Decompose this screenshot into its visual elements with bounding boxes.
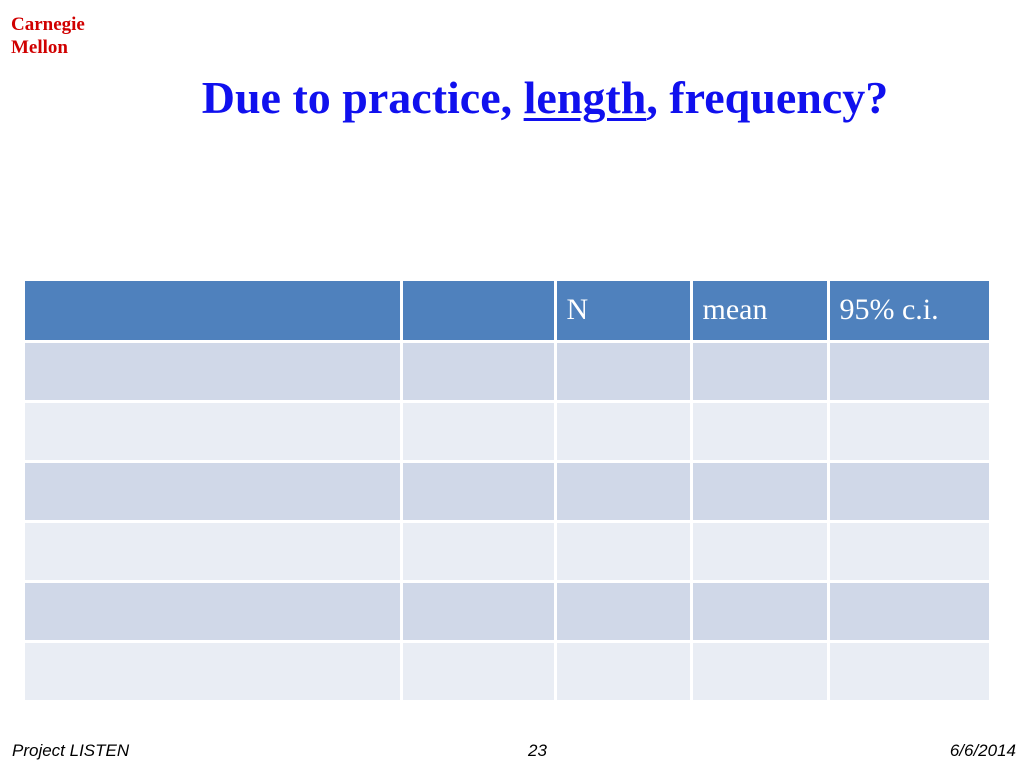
body-cell bbox=[553, 399, 693, 463]
body-cell bbox=[25, 639, 403, 703]
body-cell bbox=[25, 399, 403, 463]
body-row bbox=[25, 399, 989, 463]
body-cell bbox=[689, 639, 830, 703]
body-cell bbox=[689, 519, 830, 583]
body-cell bbox=[826, 459, 989, 523]
body-cell bbox=[25, 519, 403, 583]
title-text: , frequency? bbox=[646, 72, 889, 123]
body-cell bbox=[689, 339, 830, 403]
slide-title: Due to practice, length, frequency? bbox=[0, 68, 1024, 128]
body-cell bbox=[553, 459, 693, 523]
body-cell bbox=[399, 339, 557, 403]
body-cell bbox=[689, 399, 830, 463]
body-row bbox=[25, 339, 989, 403]
header-cell bbox=[25, 281, 403, 343]
body-cell bbox=[25, 339, 403, 403]
body-cell bbox=[689, 459, 830, 523]
body-cell bbox=[25, 459, 403, 523]
header-cell: N bbox=[553, 281, 693, 343]
body-cell bbox=[553, 519, 693, 583]
body-cell bbox=[399, 459, 557, 523]
footer-date: 6/6/2014 bbox=[949, 741, 1016, 760]
body-cell bbox=[25, 579, 403, 643]
body-cell bbox=[399, 519, 557, 583]
body-row bbox=[25, 579, 989, 643]
body-row bbox=[25, 519, 989, 583]
body-cell bbox=[689, 579, 830, 643]
body-cell bbox=[399, 579, 557, 643]
header-cell: mean bbox=[689, 281, 830, 343]
title-underlined: length bbox=[523, 72, 647, 123]
body-cell bbox=[826, 339, 989, 403]
body-cell bbox=[826, 579, 989, 643]
body-cell bbox=[826, 519, 989, 583]
logo-line: Mellon bbox=[11, 37, 68, 58]
body-cell bbox=[553, 579, 693, 643]
title-text: Due to practice, bbox=[201, 72, 524, 123]
body-cell bbox=[826, 639, 989, 703]
logo-line: Carnegie bbox=[11, 14, 85, 35]
logo: Carnegie Mellon bbox=[11, 13, 85, 59]
page-number: 23 bbox=[528, 741, 547, 760]
header-cell bbox=[399, 281, 557, 343]
body-cell bbox=[399, 399, 557, 463]
header-cell: 95% c.i. bbox=[826, 281, 989, 343]
body-row bbox=[25, 639, 989, 703]
body-cell bbox=[553, 339, 693, 403]
body-cell bbox=[553, 639, 693, 703]
body-row bbox=[25, 459, 989, 523]
body-cell bbox=[399, 639, 557, 703]
footer-left: Project LISTEN bbox=[12, 741, 130, 760]
body-cell bbox=[826, 399, 989, 463]
data-table: N mean 95% c.i. bbox=[25, 281, 989, 703]
header-row: N mean 95% c.i. bbox=[25, 281, 989, 343]
